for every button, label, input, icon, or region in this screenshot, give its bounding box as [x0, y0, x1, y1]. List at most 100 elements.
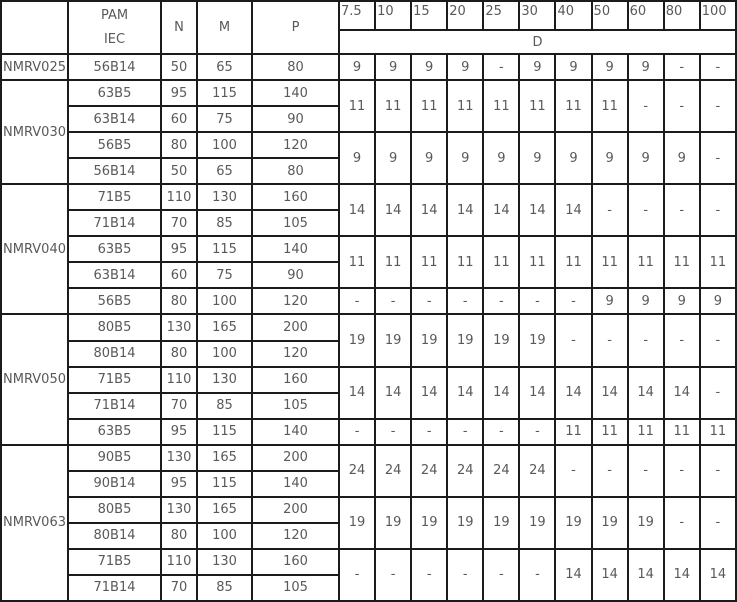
iec-cell: 80B5 [67, 313, 162, 342]
d-value-cell: 11 [374, 79, 413, 134]
d-value-cell: 24 [518, 443, 557, 498]
d-value-cell: - [698, 365, 737, 420]
d-value-cell: 11 [590, 79, 629, 134]
table-row: 63B5 95 115 140- - - - - -11 11 11 11 11 [1, 417, 737, 446]
m-cell: 115 [196, 417, 253, 446]
iec-cell: 71B14 [67, 209, 162, 238]
d-value-cell: 19 [518, 313, 557, 368]
table-row: NMRV040 71B5 110 130 160 14 14 14 14 14 14 14- - - - [0, 183, 737, 316]
d-value-cell: 11 [626, 235, 665, 290]
m-cell: 75 [196, 261, 253, 290]
d-value-cell: 11 [337, 235, 377, 290]
table-row: 56B14 50 65 80 [1, 157, 736, 186]
m-cell: 100 [196, 339, 253, 368]
d-value-cell: - [482, 52, 521, 82]
d-value-cell: - [410, 547, 449, 602]
iec-cell: 63B5 [67, 79, 162, 108]
d-value-cell: - [446, 547, 485, 602]
header-ratio-7-5: 7.5 [337, 0, 377, 31]
d-value-cell: 19 [518, 495, 557, 550]
p-cell: 90 [251, 105, 340, 134]
n-cell: 70 [160, 209, 198, 238]
iec-cell: 80B5 [67, 495, 162, 524]
d-value-cell: 11 [698, 235, 737, 290]
p-cell: 160 [251, 547, 340, 576]
table-row: NMRV030 63B5 95 115 140 11 11 11 11 11 11 11 11- - - [0, 79, 737, 186]
d-value-cell: 9 [374, 52, 413, 82]
n-cell: 60 [160, 261, 198, 290]
d-value-cell: 9 [590, 131, 629, 186]
d-value-cell: - [698, 79, 737, 134]
d-value-cell: - [626, 313, 665, 368]
p-cell: 105 [251, 391, 340, 420]
header-d-cell: D [338, 29, 737, 55]
iec-cell: 71B5 [67, 365, 162, 394]
header-n-cell: N [160, 0, 198, 55]
n-cell: 130 [160, 495, 198, 524]
m-cell: 100 [196, 287, 253, 316]
table-row: 71B14 70 85 105 [1, 573, 736, 602]
m-cell: 85 [196, 209, 253, 238]
d-value-cell: 14 [337, 183, 377, 238]
d-value-cell: 11 [446, 79, 485, 134]
d-value-cell: - [662, 443, 701, 498]
d-value-cell: 11 [662, 235, 701, 290]
d-value-cell: 14 [410, 365, 449, 420]
d-value-cell: 19 [482, 495, 521, 550]
d-value-cell: - [518, 417, 557, 446]
n-cell: 130 [160, 443, 198, 472]
d-value-cell: 9 [410, 52, 449, 82]
d-value-cell: 9 [410, 131, 449, 186]
table-row: NMRV050 80B5 130 165 200 19 19 19 19 19 19- - - - - [0, 313, 737, 446]
d-value-cell: 9 [626, 287, 665, 316]
header-ratio-50: 50 [590, 0, 629, 31]
d-value-cell: 9 [518, 52, 557, 82]
header-ratio-100: 100 [698, 0, 737, 31]
n-cell: 80 [160, 131, 198, 160]
p-cell: 105 [251, 209, 340, 238]
table-row: 90B14 95 115 140 [1, 469, 736, 498]
d-value-cell: - [410, 287, 449, 316]
d-value-cell: - [590, 443, 629, 498]
d-value-cell: 11 [374, 235, 413, 290]
d-value-cell: 9 [374, 131, 413, 186]
d-value-cell: 24 [482, 443, 521, 498]
d-value-cell: 19 [626, 495, 665, 550]
d-value-cell: - [482, 547, 521, 602]
m-cell: 100 [196, 131, 253, 160]
n-cell: 50 [160, 52, 198, 82]
table-row: 63B14 60 75 90 [1, 261, 736, 290]
header-pam-iec-cell: PAM IEC [67, 0, 162, 55]
n-cell: 110 [160, 547, 198, 576]
iec-cell: 71B5 [67, 547, 162, 576]
d-value-cell: - [374, 417, 413, 446]
d-value-cell: 14 [626, 365, 665, 420]
d-value-cell: 14 [410, 183, 449, 238]
d-value-cell: - [698, 313, 737, 368]
iec-cell: 90B5 [67, 443, 162, 472]
header-pam-label: PAM [100, 8, 129, 24]
model-cell: NMRV030 [0, 79, 69, 186]
d-value-cell: - [482, 417, 521, 446]
iec-cell: 56B14 [67, 52, 162, 82]
d-value-cell: - [337, 547, 377, 602]
d-value-cell: 14 [446, 183, 485, 238]
iec-cell: 71B14 [67, 391, 162, 420]
d-value-cell: 14 [482, 183, 521, 238]
d-value-cell: - [698, 495, 737, 550]
d-value-cell: 24 [410, 443, 449, 498]
d-value-cell: 14 [374, 183, 413, 238]
header-iec-label: IEC [103, 31, 126, 47]
p-cell: 140 [251, 417, 340, 446]
iec-cell: 63B14 [67, 261, 162, 290]
d-value-cell: 19 [446, 313, 485, 368]
d-value-cell: 11 [446, 235, 485, 290]
iec-cell: 80B14 [67, 339, 162, 368]
d-value-cell: - [626, 443, 665, 498]
p-cell: 80 [251, 157, 340, 186]
d-value-cell: - [446, 417, 485, 446]
header-ratio-60: 60 [626, 0, 665, 31]
m-cell: 165 [196, 495, 253, 524]
m-cell: 115 [196, 79, 253, 108]
model-cell: NMRV040 [0, 183, 69, 316]
